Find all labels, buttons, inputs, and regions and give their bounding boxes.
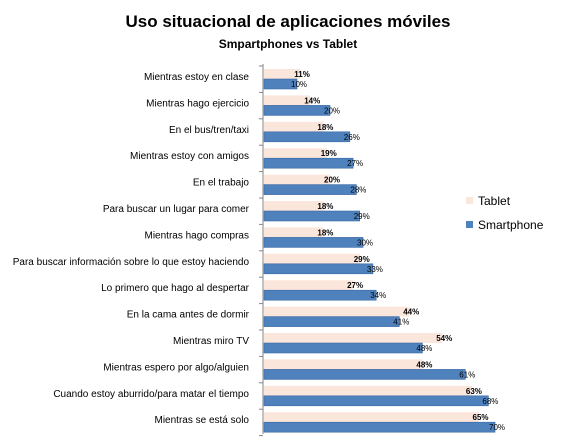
bar-smartphone-lo-primero-que-hago-al-despertar xyxy=(263,289,377,301)
chart-subtitle: Smpartphones vs Tablet xyxy=(219,37,357,51)
bar-tablet-cuando-estoy-aburrido-para-matar-el-tiempo xyxy=(264,385,472,396)
data-label-smartphone-para-buscar-informacion-sobre-lo-que-estoy-haciendo: 33% xyxy=(367,265,383,274)
data-label-tablet-mientras-estoy-en-clase: 11% xyxy=(294,70,310,79)
bar-tablet-mientras-hago-compras xyxy=(264,227,324,238)
bar-smartphone-para-buscar-informacion-sobre-lo-que-estoy-haciendo xyxy=(263,263,374,275)
data-label-tablet-mientras-estoy-con-amigos: 19% xyxy=(321,149,337,158)
bar-tablet-en-la-cama-antes-de-dormir xyxy=(264,306,410,317)
data-label-smartphone-en-el-trabajo: 28% xyxy=(350,186,366,195)
bar-smartphone-mientras-hago-compras xyxy=(263,237,364,248)
data-label-smartphone-mientras-hago-ejercicio: 20% xyxy=(324,106,340,115)
chart-title: Uso situacional de aplicaciones móviles xyxy=(125,12,450,31)
bar-smartphone-mientras-estoy-con-amigos xyxy=(263,157,354,169)
category-label-lo-primero-que-hago-al-despertar: Lo primero que hago al despertar xyxy=(101,283,250,294)
bar-tablet-en-el-trabajo xyxy=(264,174,330,185)
data-label-smartphone-mientras-se-esta-solo: 70% xyxy=(489,423,505,432)
bar-tablet-mientras-estoy-en-clase xyxy=(264,69,301,79)
data-label-smartphone-mientras-miro-tv: 48% xyxy=(416,344,432,353)
bar-tablet-para-buscar-informacion-sobre-lo-que-estoy-haciendo xyxy=(264,253,360,264)
category-label-para-buscar-informacion-sobre-lo-que-estoy-haciendo: Para buscar información sobre lo que est… xyxy=(13,257,250,268)
legend: Tablet Smartphone xyxy=(466,194,544,232)
bar-smartphone-mientras-se-esta-solo xyxy=(263,421,496,433)
data-label-tablet-en-la-cama-antes-de-dormir: 44% xyxy=(403,308,419,317)
bar-tablet-mientras-estoy-con-amigos xyxy=(264,148,327,159)
data-label-tablet-en-el-trabajo: 20% xyxy=(324,176,340,185)
category-label-mientras-estoy-con-amigos: Mientras estoy con amigos xyxy=(130,151,249,162)
data-label-tablet-para-buscar-un-lugar-para-comer: 18% xyxy=(317,202,333,211)
bar-smartphone-mientras-estoy-en-clase xyxy=(263,78,298,90)
data-label-tablet-mientras-miro-tv: 54% xyxy=(436,334,452,343)
legend-swatch-smartphone xyxy=(466,221,473,228)
data-label-smartphone-mientras-espero-por-algo-alguien: 61% xyxy=(459,370,475,379)
bar-smartphone-mientras-miro-tv xyxy=(263,342,423,354)
legend-label-tablet: Tablet xyxy=(478,194,511,208)
bar-tablet-lo-primero-que-hago-al-despertar xyxy=(264,280,354,291)
bars-group: Mientras estoy en clase 11%10% Mientras ha… xyxy=(13,65,505,437)
bar-tablet-mientras-hago-ejercicio xyxy=(264,95,311,106)
category-label-mientras-estoy-en-clase: Mientras estoy en clase xyxy=(144,72,249,83)
data-label-tablet-lo-primero-que-hago-al-despertar: 27% xyxy=(347,281,363,290)
category-label-mientras-hago-compras: Mientras hago compras xyxy=(145,230,250,241)
data-label-smartphone-mientras-estoy-con-amigos: 27% xyxy=(347,159,363,168)
bar-smartphone-cuando-estoy-aburrido-para-matar-el-tiempo xyxy=(263,395,489,407)
bar-smartphone-para-buscar-un-lugar-para-comer xyxy=(263,210,360,222)
category-label-para-buscar-un-lugar-para-comer: Para buscar un lugar para comer xyxy=(103,204,250,215)
data-label-tablet-cuando-estoy-aburrido-para-matar-el-tiempo: 63% xyxy=(466,387,482,396)
bar-tablet-mientras-espero-por-algo-alguien xyxy=(264,359,423,370)
data-label-smartphone-en-la-cama-antes-de-dormir: 41% xyxy=(393,318,409,327)
bar-smartphone-en-el-bus-tren-taxi xyxy=(263,131,351,143)
data-label-tablet-mientras-se-esta-solo: 65% xyxy=(473,413,489,422)
data-label-tablet-mientras-hago-ejercicio: 14% xyxy=(304,96,320,105)
bar-smartphone-en-la-cama-antes-de-dormir xyxy=(263,316,400,327)
category-label-mientras-se-esta-solo: Mientras se está solo xyxy=(155,415,250,426)
data-label-tablet-mientras-hago-compras: 18% xyxy=(317,228,333,237)
data-label-smartphone-mientras-hago-compras: 30% xyxy=(357,238,373,247)
bar-smartphone-en-el-trabajo xyxy=(263,184,357,195)
category-label-en-el-trabajo: En el trabajo xyxy=(193,178,250,189)
data-label-smartphone-en-el-bus-tren-taxi: 26% xyxy=(344,133,360,142)
category-label-en-la-cama-antes-de-dormir: En la cama antes de dormir xyxy=(127,310,250,321)
data-label-tablet-para-buscar-informacion-sobre-lo-que-estoy-haciendo: 29% xyxy=(354,255,370,264)
bar-tablet-en-el-bus-tren-taxi xyxy=(264,121,324,132)
category-label-mientras-espero-por-algo-alguien: Mientras espero por algo/alguien xyxy=(103,362,249,373)
bar-tablet-mientras-se-esta-solo xyxy=(264,412,479,423)
data-label-smartphone-para-buscar-un-lugar-para-comer: 29% xyxy=(354,212,370,221)
bar-smartphone-mientras-hago-ejercicio xyxy=(263,105,331,116)
legend-swatch-tablet xyxy=(466,197,473,204)
data-label-smartphone-mientras-estoy-en-clase: 10% xyxy=(291,80,307,89)
category-label-cuando-estoy-aburrido-para-matar-el-tiempo: Cuando estoy aburrido/para matar el tiem… xyxy=(53,389,249,400)
category-label-mientras-miro-tv: Mientras miro TV xyxy=(173,336,249,347)
data-label-tablet-mientras-espero-por-algo-alguien: 48% xyxy=(416,360,432,369)
data-label-smartphone-cuando-estoy-aburrido-para-matar-el-tiempo: 68% xyxy=(482,397,498,406)
category-label-en-el-bus-tren-taxi: En el bus/tren/taxi xyxy=(169,125,249,136)
bar-tablet-mientras-miro-tv xyxy=(264,333,443,343)
data-label-tablet-en-el-bus-tren-taxi: 18% xyxy=(317,123,333,132)
legend-label-smartphone: Smartphone xyxy=(478,218,544,232)
data-label-smartphone-lo-primero-que-hago-al-despertar: 34% xyxy=(370,291,386,300)
category-label-mientras-hago-ejercicio: Mientras hago ejercicio xyxy=(146,98,249,109)
bar-smartphone-mientras-espero-por-algo-alguien xyxy=(263,369,466,380)
bar-tablet-para-buscar-un-lugar-para-comer xyxy=(264,201,324,211)
